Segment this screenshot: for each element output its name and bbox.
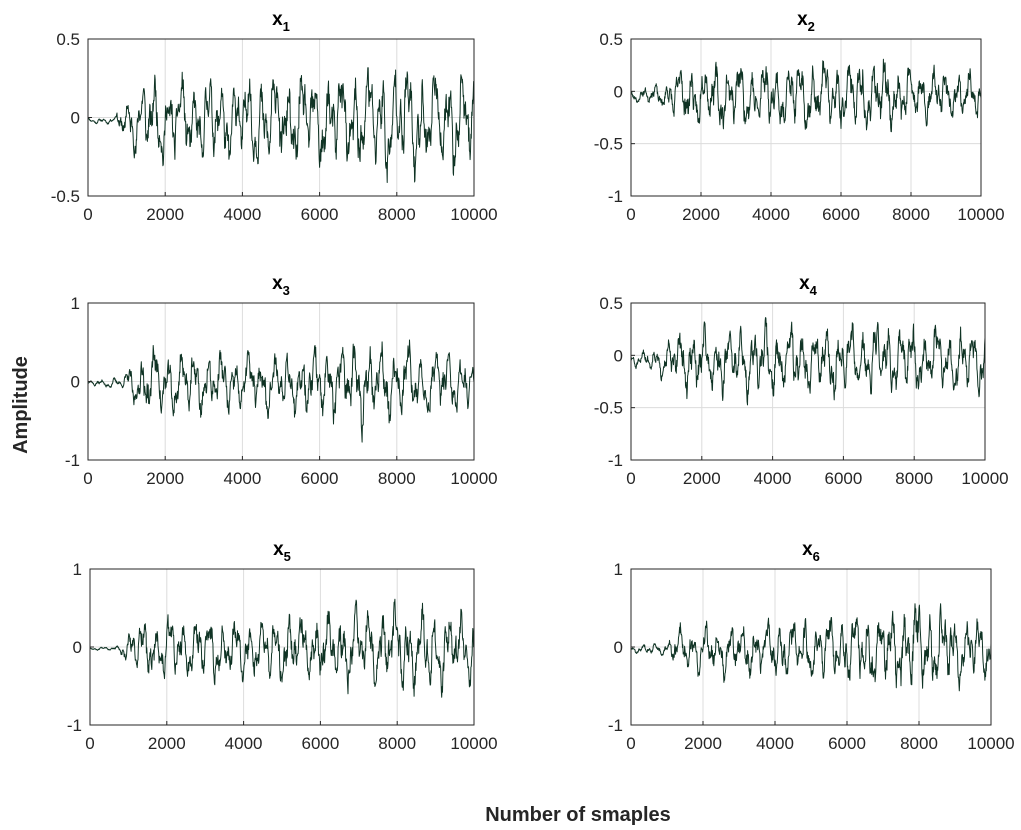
series-line-x6 — [630, 603, 992, 692]
x-tick-label: 6000 — [301, 205, 339, 224]
subplot-title: x5 — [273, 539, 291, 564]
x-tick-label: 8000 — [378, 469, 416, 488]
y-tick-label: -1 — [65, 451, 80, 470]
x-tick-label: 6000 — [824, 469, 862, 488]
series-line-x3 — [87, 339, 475, 443]
subplot-title: x1 — [272, 9, 290, 34]
x-tick-label: 4000 — [754, 469, 792, 488]
series-line-x5 — [89, 598, 475, 698]
x-tick-label: 4000 — [756, 734, 794, 753]
y-tick-label: 1 — [73, 560, 82, 579]
x-tick-label: 2000 — [683, 469, 721, 488]
x-tick-label: 10000 — [450, 469, 497, 488]
y-tick-label: 1 — [71, 294, 80, 313]
x-tick-label: 6000 — [828, 734, 866, 753]
y-tick-label: -1 — [67, 716, 82, 735]
subplot-title: x4 — [799, 273, 818, 298]
y-tick-label: 0 — [71, 109, 80, 128]
y-tick-label: -1 — [608, 451, 623, 470]
x-tick-label: 0 — [626, 734, 635, 753]
x-tick-label: 2000 — [684, 734, 722, 753]
y-tick-label: 0.5 — [599, 294, 623, 313]
subplot-x4: 0 2000 4000 6000 8000 10000 -1 -0.5 0 0.5 x4 — [594, 273, 1009, 488]
y-tick-label: 0.5 — [599, 30, 623, 49]
subplot-x2: 0 2000 4000 6000 8000 10000 -1 -0.5 0 0.5 x2 — [594, 9, 1005, 224]
axes-frame — [630, 38, 982, 197]
x-tick-label: 8000 — [378, 205, 416, 224]
y-tick-label: -1 — [608, 716, 623, 735]
x-tick-label: 2000 — [146, 205, 184, 224]
x-tick-label: 10000 — [450, 205, 497, 224]
series-line-x2 — [630, 58, 982, 133]
x-tick-label: 4000 — [752, 205, 790, 224]
x-tick-label: 8000 — [378, 734, 416, 753]
x-tick-label: 10000 — [961, 469, 1008, 488]
x-tick-label: 8000 — [892, 205, 930, 224]
y-tick-label: 1 — [614, 560, 623, 579]
y-tick-label: 0 — [614, 82, 623, 101]
x-tick-label: 0 — [83, 469, 92, 488]
y-tick-label: 0 — [73, 638, 82, 657]
y-tick-label: 0 — [614, 346, 623, 365]
x-tick-label: 6000 — [822, 205, 860, 224]
y-tick-label: 0.5 — [56, 30, 80, 49]
x-tick-label: 0 — [85, 734, 94, 753]
x-tick-label: 8000 — [900, 734, 938, 753]
x-tick-label: 10000 — [450, 734, 497, 753]
x-tick-label: 4000 — [223, 469, 261, 488]
y-tick-label: -0.5 — [51, 187, 80, 206]
subplot-x1: 0 2000 4000 6000 8000 10000-0.500.5x1 — [51, 9, 498, 224]
x-tick-label: 0 — [83, 205, 92, 224]
y-tick-label: -0.5 — [594, 399, 623, 418]
axes-frame — [630, 302, 986, 461]
x-tick-label: 2000 — [682, 205, 720, 224]
y-tick-label: -0.5 — [594, 135, 623, 154]
y-tick-label: -1 — [608, 187, 623, 206]
x-tick-label: 6000 — [301, 469, 339, 488]
y-tick-label: 0 — [614, 638, 623, 657]
y-axis-label: Amplitude — [10, 356, 32, 454]
x-tick-label: 10000 — [957, 205, 1004, 224]
x-tick-label: 4000 — [223, 205, 261, 224]
x-tick-label: 4000 — [225, 734, 263, 753]
x-tick-label: 2000 — [146, 469, 184, 488]
x-axis-label: Number of smaples — [485, 804, 671, 826]
x-tick-label: 0 — [626, 469, 635, 488]
y-tick-label: 0 — [71, 373, 80, 392]
subplot-title: x2 — [797, 9, 815, 34]
x-tick-label: 8000 — [895, 469, 933, 488]
x-tick-label: 10000 — [967, 734, 1014, 753]
x-tick-label: 2000 — [148, 734, 186, 753]
subplot-title: x6 — [802, 539, 820, 564]
series-line-x4 — [630, 317, 986, 406]
x-tick-label: 0 — [626, 205, 635, 224]
subplot-title: x3 — [272, 273, 290, 298]
series-line-x1 — [87, 67, 475, 183]
x-tick-label: 6000 — [301, 734, 339, 753]
